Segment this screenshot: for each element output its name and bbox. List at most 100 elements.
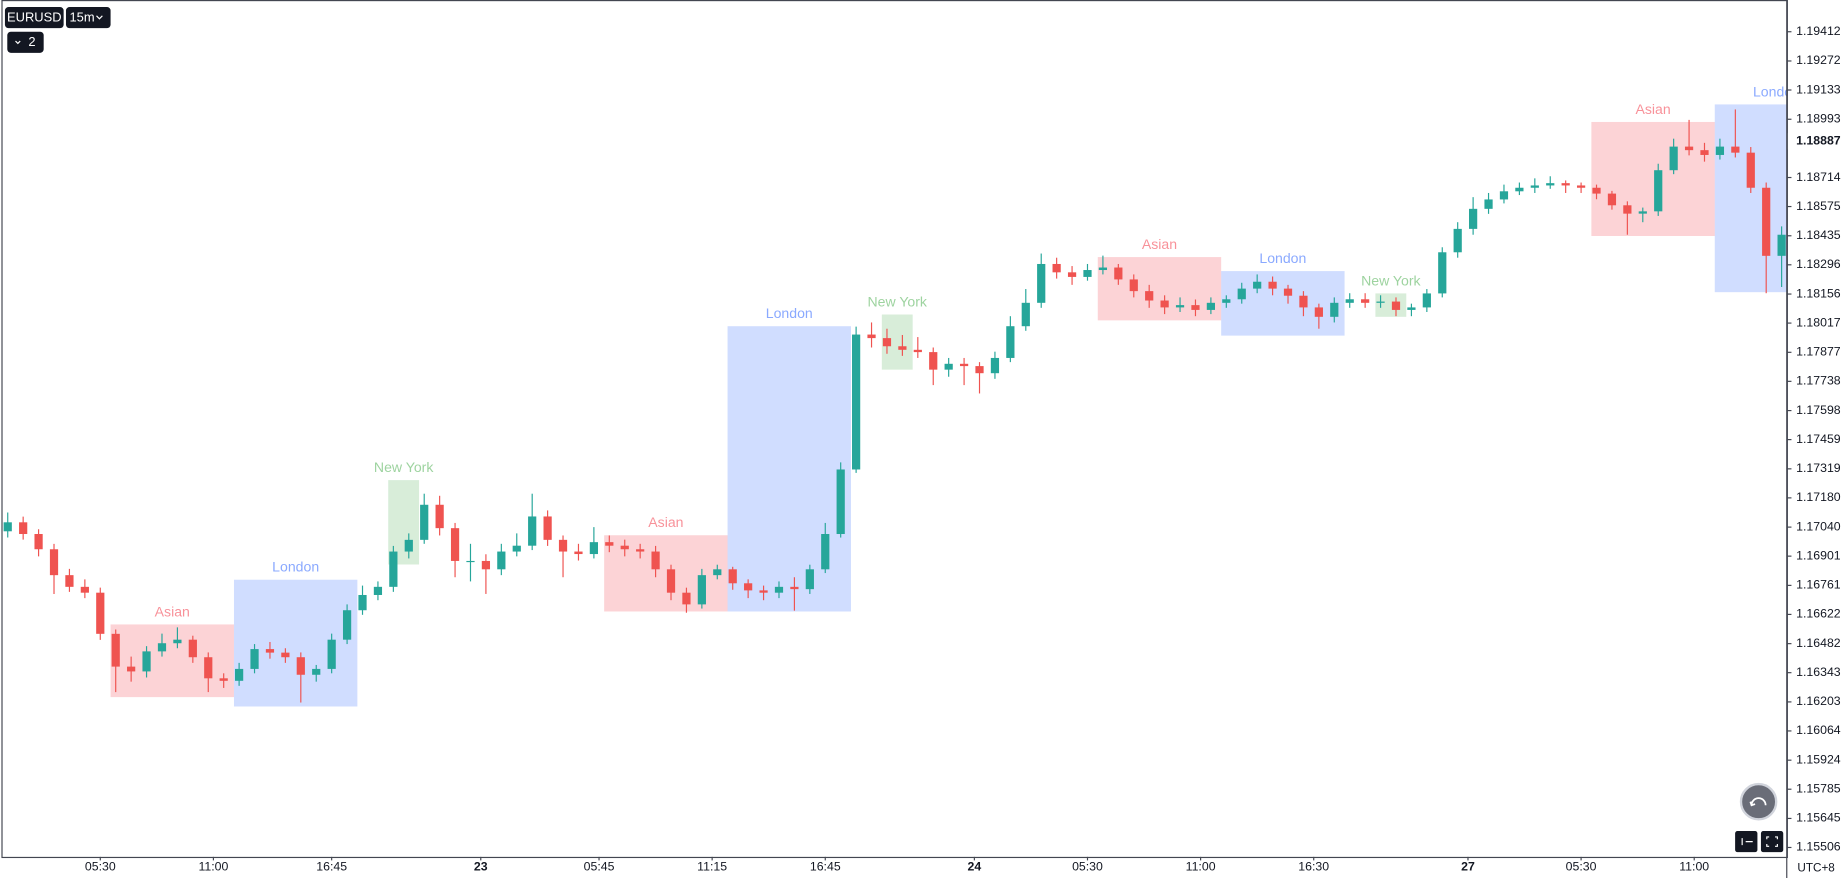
candle-body	[1592, 187, 1601, 194]
candle-body	[1345, 299, 1354, 303]
y-tick-label: 1.17040	[1796, 519, 1841, 533]
candle-body	[744, 583, 753, 591]
y-tick-label: 1.17598	[1796, 403, 1841, 417]
candle-body	[142, 651, 151, 672]
interval[interactable]: 15m	[69, 10, 94, 25]
candle-body	[1268, 281, 1277, 289]
candle-body	[235, 668, 244, 681]
x-tick-label: 05:45	[584, 860, 615, 874]
symbol-button[interactable]	[4, 7, 64, 29]
candle-body	[373, 586, 383, 595]
y-tick-label: 1.16901	[1796, 548, 1841, 562]
candle-body	[1684, 146, 1694, 151]
candle-body	[1638, 211, 1647, 214]
x-tick-label: 23	[474, 860, 488, 874]
candle-body	[990, 357, 1000, 374]
x-tick-label: 11:00	[198, 860, 228, 874]
session-label: London	[272, 559, 319, 575]
candle-body	[1330, 302, 1339, 317]
chevron	[15, 40, 21, 45]
candle-body	[636, 549, 645, 552]
fullscreen-button[interactable]	[1760, 831, 1784, 853]
candle-body	[1546, 183, 1555, 186]
candle-body	[821, 534, 830, 570]
y-tick-label: 1.15785	[1796, 781, 1841, 795]
candle-body	[605, 542, 614, 546]
candle-body	[1021, 302, 1030, 327]
candle-body	[34, 534, 43, 550]
candle-body	[250, 649, 259, 669]
candle-body	[713, 569, 722, 576]
candle-body	[1777, 234, 1786, 256]
candle-body	[929, 352, 938, 370]
candle-body	[358, 594, 367, 611]
candle-body	[1083, 270, 1092, 277]
candle-body	[1145, 291, 1154, 301]
y-tick-label: 1.18435	[1796, 228, 1841, 242]
session-label: Asian	[648, 514, 683, 530]
candle-body	[1175, 305, 1185, 308]
candle-body	[1283, 288, 1293, 296]
y-tick-label: 1.17877	[1796, 345, 1841, 359]
x-tick-label: 16:30	[1298, 860, 1329, 874]
y-tick-label: 1.18296	[1796, 257, 1841, 271]
y-tick-label: 1.18714	[1796, 170, 1841, 184]
candle-body	[1237, 288, 1246, 300]
x-tick-label: 11:00	[1186, 860, 1216, 874]
candle-body	[790, 586, 799, 590]
candle-body	[188, 639, 197, 658]
y-tick-label: 1.16064	[1796, 723, 1841, 737]
candle-body	[111, 633, 120, 667]
x-tick-label: 27	[1461, 860, 1475, 874]
interval-button[interactable]	[65, 7, 111, 29]
x-tick-label: 05:30	[85, 860, 116, 874]
y-tick-label: 1.18017	[1796, 315, 1841, 329]
candle-body	[1206, 302, 1215, 310]
candle-body	[1160, 300, 1169, 308]
candle-body	[1700, 150, 1709, 155]
candle-body	[651, 551, 660, 570]
candle-body	[759, 590, 768, 593]
indicator-count[interactable]: 2	[28, 34, 35, 49]
candle-body	[975, 366, 984, 374]
y-tick-label: 1.16203	[1796, 694, 1841, 708]
button-icons	[1741, 836, 1778, 847]
candle-body	[1391, 301, 1401, 310]
candle-body	[1469, 208, 1478, 229]
x-tick-label: 16:45	[316, 860, 347, 874]
candle-body	[1484, 199, 1493, 209]
axes: 1.19412 1.19272 1.19133 1.18993 1.18714 1.185…	[85, 24, 1841, 874]
candle-body	[3, 522, 12, 532]
candle-body	[80, 586, 89, 593]
x-tick-label: 05:30	[1566, 860, 1597, 874]
candle-body	[1361, 299, 1370, 303]
candle-body	[327, 639, 336, 669]
session-label: New York	[1361, 272, 1421, 288]
candle-body	[1499, 191, 1509, 200]
candle-body	[1253, 281, 1262, 289]
y-tick-label: 1.15645	[1796, 811, 1841, 825]
reset-button[interactable]	[1739, 782, 1778, 821]
candle-body	[728, 569, 737, 584]
candle-body	[1762, 187, 1771, 256]
candle-body	[204, 657, 213, 679]
symbol[interactable]: EURUSD	[7, 10, 62, 25]
candle-body	[1222, 299, 1231, 303]
candle-body	[574, 551, 583, 555]
candle-body	[836, 469, 845, 535]
indicators-button[interactable]	[7, 31, 44, 53]
candle-body	[497, 551, 506, 570]
session-label: Asian	[155, 603, 190, 619]
session-label: London	[1753, 83, 1800, 99]
candle-body	[666, 569, 676, 593]
candle-body	[481, 560, 491, 570]
toolbar: EURUSD 15m 2	[4, 7, 111, 53]
candle-body	[543, 516, 552, 540]
y-tick-label: 1.16343	[1796, 665, 1841, 679]
y-tick-label: 1.17180	[1796, 490, 1841, 504]
timezone[interactable]: UTC+8	[1797, 862, 1835, 875]
candle-body	[296, 657, 305, 675]
candle-body	[1715, 146, 1725, 155]
